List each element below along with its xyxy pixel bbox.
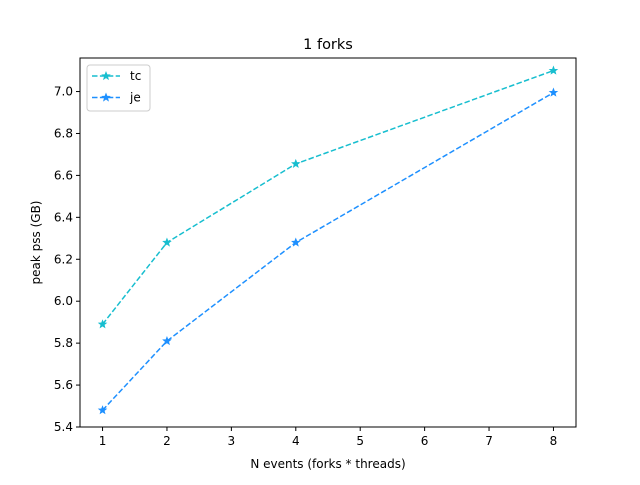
series-layer <box>97 65 559 415</box>
y-tick-label: 6.2 <box>54 252 73 266</box>
x-tick-label: 3 <box>228 434 236 448</box>
x-tick-label: 2 <box>163 434 171 448</box>
data-point-je <box>548 87 559 97</box>
legend-marker-tc <box>101 70 111 81</box>
legend: tc je <box>86 64 151 112</box>
y-tick-label: 7.0 <box>54 85 73 99</box>
x-tick-label: 8 <box>550 434 558 448</box>
data-point-tc <box>97 319 108 329</box>
x-tick-label: 5 <box>356 434 364 448</box>
chart-title: 1 forks <box>303 37 353 53</box>
data-point-tc <box>162 237 172 247</box>
x-tick-label: 6 <box>421 434 429 448</box>
series-line-tc <box>101 69 554 325</box>
series-line-je <box>102 91 554 411</box>
data-point-tc <box>291 158 301 168</box>
y-tick-label: 6.8 <box>54 126 73 140</box>
y-tick-label: 5.4 <box>54 420 73 434</box>
y-tick-label: 6.4 <box>54 210 73 224</box>
x-tick-label: 4 <box>292 434 300 448</box>
data-point-tc <box>548 65 559 75</box>
x-tick-label: 1 <box>99 434 107 448</box>
x-tick-label: 7 <box>485 434 493 448</box>
y-tick-label: 6.0 <box>54 294 73 308</box>
x-axis-label: N events (forks * threads) <box>250 457 405 471</box>
series-je <box>97 87 559 415</box>
legend-label-tc: tc <box>130 69 141 83</box>
legend-marker-je <box>101 92 111 102</box>
y-axis-label: peak pss (GB) <box>29 201 43 285</box>
axis-ticks: 1 2 3 4 5 6 7 8 5.4 5.6 5.8 6.0 6.2 6.4 6.6 6.8 7.0 <box>54 85 557 448</box>
legend-label-je: je <box>129 91 141 105</box>
data-point-je <box>291 237 301 247</box>
y-tick-label: 5.6 <box>54 378 73 392</box>
y-tick-label: 6.6 <box>54 168 73 182</box>
series-tc <box>97 65 559 329</box>
y-tick-label: 5.8 <box>54 336 73 350</box>
data-point-je <box>162 336 172 346</box>
data-point-je <box>97 405 108 415</box>
plot-frame <box>79 57 577 428</box>
